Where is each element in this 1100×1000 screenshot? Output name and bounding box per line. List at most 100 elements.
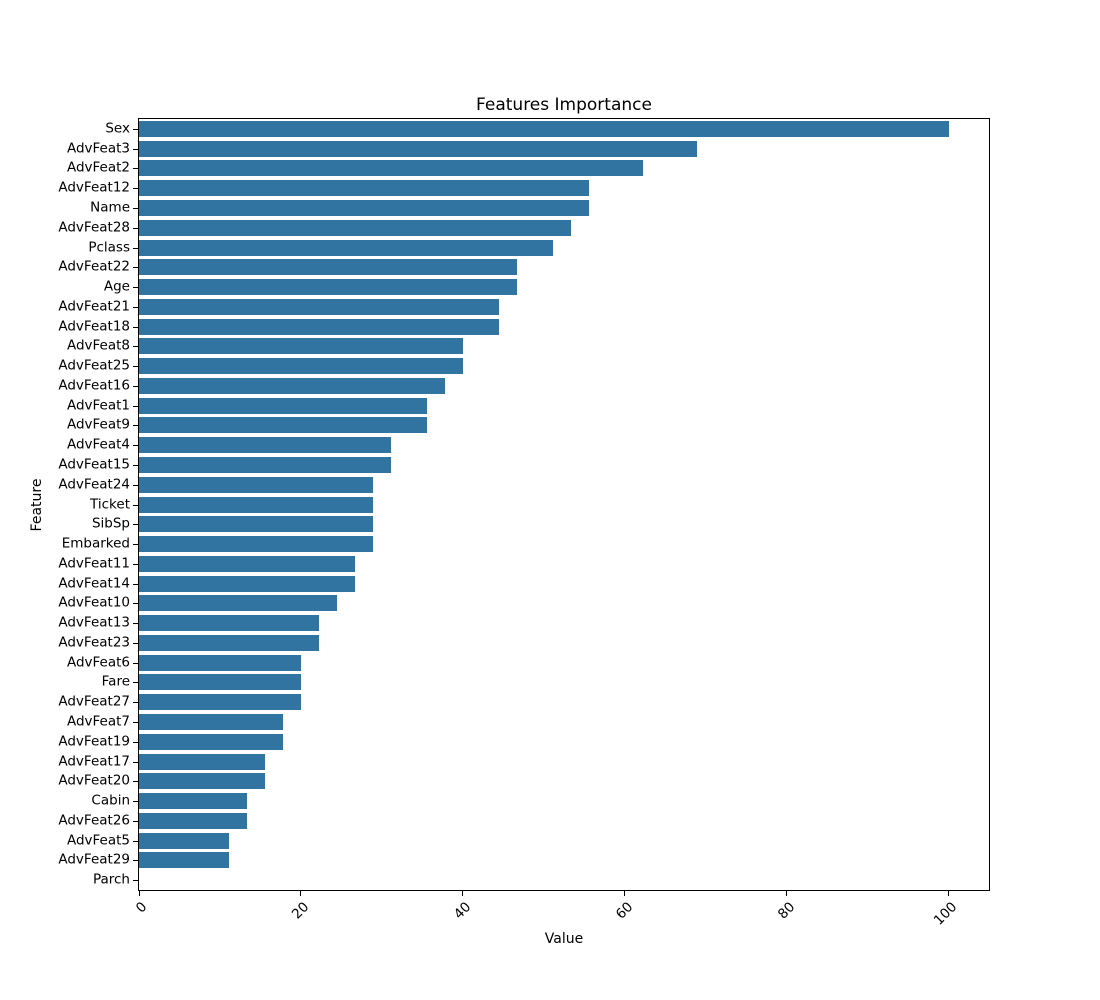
y-tick-label-AdvFeat26: AdvFeat26 (58, 812, 130, 829)
bar-AdvFeat19 (139, 733, 283, 750)
bar-AdvFeat29 (139, 852, 229, 869)
bar-Cabin (139, 793, 247, 810)
y-tick-mark (133, 603, 138, 605)
y-tick-label-AdvFeat27: AdvFeat27 (58, 693, 130, 710)
y-tick-mark (133, 761, 138, 763)
y-tick-mark (133, 860, 138, 862)
x-tick-mark (138, 891, 140, 896)
bar-AdvFeat23 (139, 634, 319, 651)
y-tick-label-AdvFeat22: AdvFeat22 (58, 258, 130, 275)
y-tick-label-AdvFeat17: AdvFeat17 (58, 753, 130, 770)
y-tick-mark (133, 642, 138, 644)
y-tick-mark (133, 662, 138, 664)
y-tick-label-Cabin: Cabin (91, 792, 130, 809)
y-tick-label-AdvFeat18: AdvFeat18 (58, 318, 130, 335)
y-tick-mark (133, 464, 138, 466)
y-tick-label-AdvFeat10: AdvFeat10 (58, 595, 130, 612)
y-tick-label-AdvFeat7: AdvFeat7 (66, 713, 130, 730)
bar-AdvFeat2 (139, 160, 643, 177)
bar-AdvFeat4 (139, 437, 391, 454)
y-tick-mark (133, 702, 138, 704)
y-tick-mark (133, 801, 138, 803)
y-tick-mark (133, 148, 138, 150)
y-tick-mark (133, 267, 138, 269)
y-tick-mark (133, 721, 138, 723)
x-tick-mark (786, 891, 788, 896)
y-tick-mark (133, 227, 138, 229)
y-tick-mark (133, 247, 138, 249)
bar-AdvFeat15 (139, 456, 391, 473)
bar-AdvFeat28 (139, 219, 571, 236)
y-tick-label-AdvFeat9: AdvFeat9 (66, 417, 130, 434)
bar-AdvFeat22 (139, 259, 517, 276)
bar-AdvFeat27 (139, 694, 301, 711)
y-tick-label-Sex: Sex (105, 120, 130, 137)
y-tick-mark (133, 524, 138, 526)
y-tick-label-AdvFeat28: AdvFeat28 (58, 219, 130, 236)
y-tick-mark (133, 168, 138, 170)
y-tick-label-AdvFeat12: AdvFeat12 (58, 179, 130, 196)
y-tick-mark (133, 563, 138, 565)
y-tick-mark (133, 820, 138, 822)
y-tick-mark (133, 366, 138, 368)
bar-AdvFeat21 (139, 298, 499, 315)
bar-Age (139, 279, 517, 296)
bar-AdvFeat6 (139, 654, 301, 671)
bar-Pclass (139, 239, 553, 256)
y-tick-label-Ticket: Ticket (90, 496, 130, 513)
bar-AdvFeat7 (139, 713, 283, 730)
bar-AdvFeat8 (139, 338, 463, 355)
x-tick-mark (948, 891, 950, 896)
y-tick-mark (133, 326, 138, 328)
y-tick-label-AdvFeat15: AdvFeat15 (58, 456, 130, 473)
y-tick-mark (133, 188, 138, 190)
bar-AdvFeat20 (139, 773, 265, 790)
y-tick-mark (133, 840, 138, 842)
bar-AdvFeat16 (139, 377, 445, 394)
bar-AdvFeat13 (139, 615, 319, 632)
y-tick-mark (133, 445, 138, 447)
y-tick-label-Pclass: Pclass (88, 239, 130, 256)
bar-AdvFeat5 (139, 832, 229, 849)
y-tick-label-AdvFeat8: AdvFeat8 (66, 338, 130, 355)
y-tick-label-AdvFeat14: AdvFeat14 (58, 575, 130, 592)
bar-Sex (139, 120, 949, 137)
y-tick-mark (133, 781, 138, 783)
y-tick-label-AdvFeat13: AdvFeat13 (58, 614, 130, 631)
y-tick-label-Embarked: Embarked (61, 535, 130, 552)
bar-AdvFeat12 (139, 180, 589, 197)
bar-AdvFeat1 (139, 397, 427, 414)
y-axis-label: Feature (29, 478, 45, 532)
y-tick-label-AdvFeat6: AdvFeat6 (66, 654, 130, 671)
y-tick-label-Parch: Parch (92, 871, 130, 888)
bar-Name (139, 199, 589, 216)
y-tick-label-AdvFeat11: AdvFeat11 (58, 555, 130, 572)
bar-Embarked (139, 536, 373, 553)
x-axis-label: Value (544, 931, 584, 947)
bar-AdvFeat17 (139, 753, 265, 770)
bar-AdvFeat26 (139, 812, 247, 829)
y-tick-mark (133, 287, 138, 289)
bar-AdvFeat10 (139, 595, 337, 612)
bar-AdvFeat9 (139, 417, 427, 434)
y-tick-label-SibSp: SibSp (91, 515, 130, 532)
y-tick-mark (133, 484, 138, 486)
bar-AdvFeat3 (139, 140, 697, 157)
y-tick-label-AdvFeat2: AdvFeat2 (66, 160, 130, 177)
y-tick-label-AdvFeat29: AdvFeat29 (58, 852, 130, 869)
y-tick-label-AdvFeat4: AdvFeat4 (66, 436, 130, 453)
y-tick-label-Name: Name (90, 199, 130, 216)
plot-area: Sex AdvFeat3 AdvFeat2 AdvFeat12 Name AdvFeat2… (58, 118, 990, 929)
y-tick-mark (133, 880, 138, 882)
y-tick-mark (133, 504, 138, 506)
y-tick-mark (133, 741, 138, 743)
y-tick-label-AdvFeat16: AdvFeat16 (58, 377, 130, 394)
x-tick-mark (462, 891, 464, 896)
x-tick-mark (300, 891, 302, 896)
y-tick-label-AdvFeat1: AdvFeat1 (66, 397, 130, 414)
y-tick-label-AdvFeat5: AdvFeat5 (66, 832, 130, 849)
x-tick-mark (624, 891, 626, 896)
bar-AdvFeat24 (139, 476, 373, 493)
bar-Fare (139, 674, 301, 691)
